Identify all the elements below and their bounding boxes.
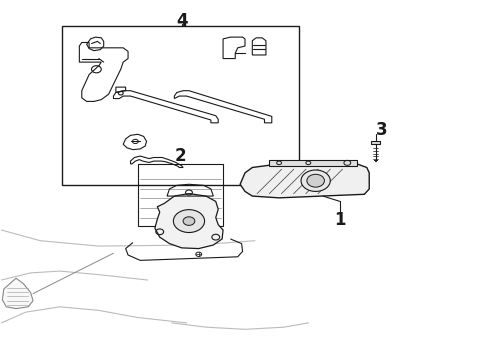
Circle shape — [301, 170, 330, 192]
Circle shape — [183, 217, 195, 225]
Polygon shape — [371, 141, 380, 144]
Bar — [62, 26, 298, 185]
Polygon shape — [2, 278, 33, 309]
Polygon shape — [270, 160, 357, 166]
Text: 3: 3 — [376, 121, 387, 139]
Text: 4: 4 — [176, 12, 188, 30]
Circle shape — [173, 210, 204, 233]
Text: 1: 1 — [334, 211, 346, 229]
Polygon shape — [155, 194, 223, 249]
Text: 2: 2 — [174, 147, 186, 165]
Circle shape — [307, 174, 324, 187]
Bar — [138, 164, 223, 226]
Polygon shape — [240, 164, 369, 198]
